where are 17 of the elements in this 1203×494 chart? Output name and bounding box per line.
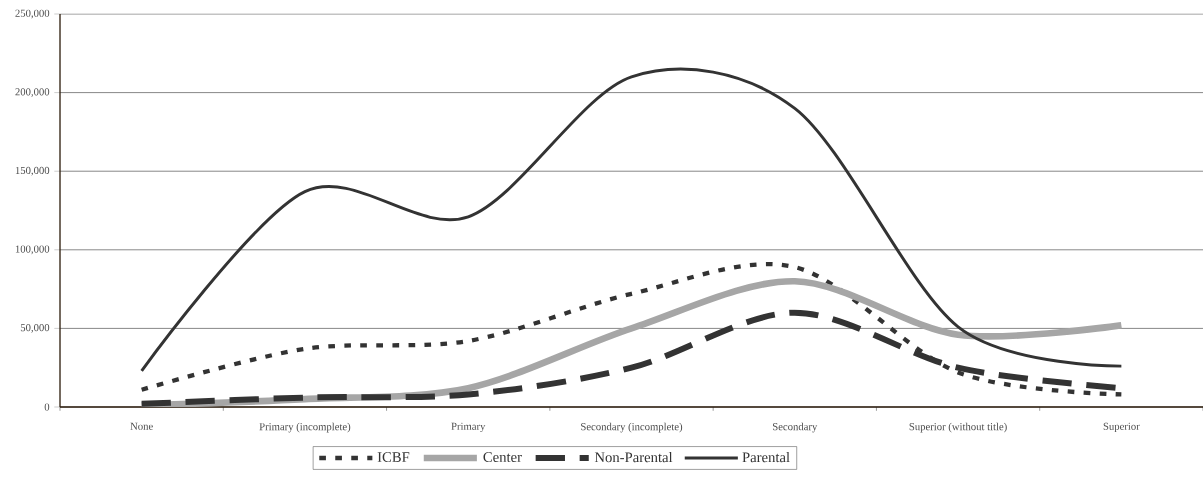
y-tick-label: 50,000 (20, 324, 50, 333)
x-tick-label: Superior (1103, 422, 1140, 433)
legend-label: Parental (742, 451, 790, 463)
y-tick-label: 250,000 (15, 9, 50, 19)
legend-label: Non-Parental (594, 451, 673, 463)
y-tick-label: 0 (44, 403, 50, 411)
y-tick-label: 100,000 (15, 245, 50, 255)
x-tick-label: Secondary (incomplete) (581, 422, 683, 433)
x-tick-label: Superior (without title) (909, 422, 1007, 433)
y-tick-label: 200,000 (15, 88, 50, 97)
legend-label: ICBF (377, 452, 410, 462)
x-tick-label: None (130, 422, 153, 430)
x-tick-label: Primary (incomplete) (259, 422, 351, 433)
x-tick-label: Secondary (772, 422, 818, 433)
legend-label: Center (483, 452, 522, 462)
x-tick-label: Primary (451, 422, 486, 433)
y-tick-label: 150,000 (15, 166, 50, 176)
